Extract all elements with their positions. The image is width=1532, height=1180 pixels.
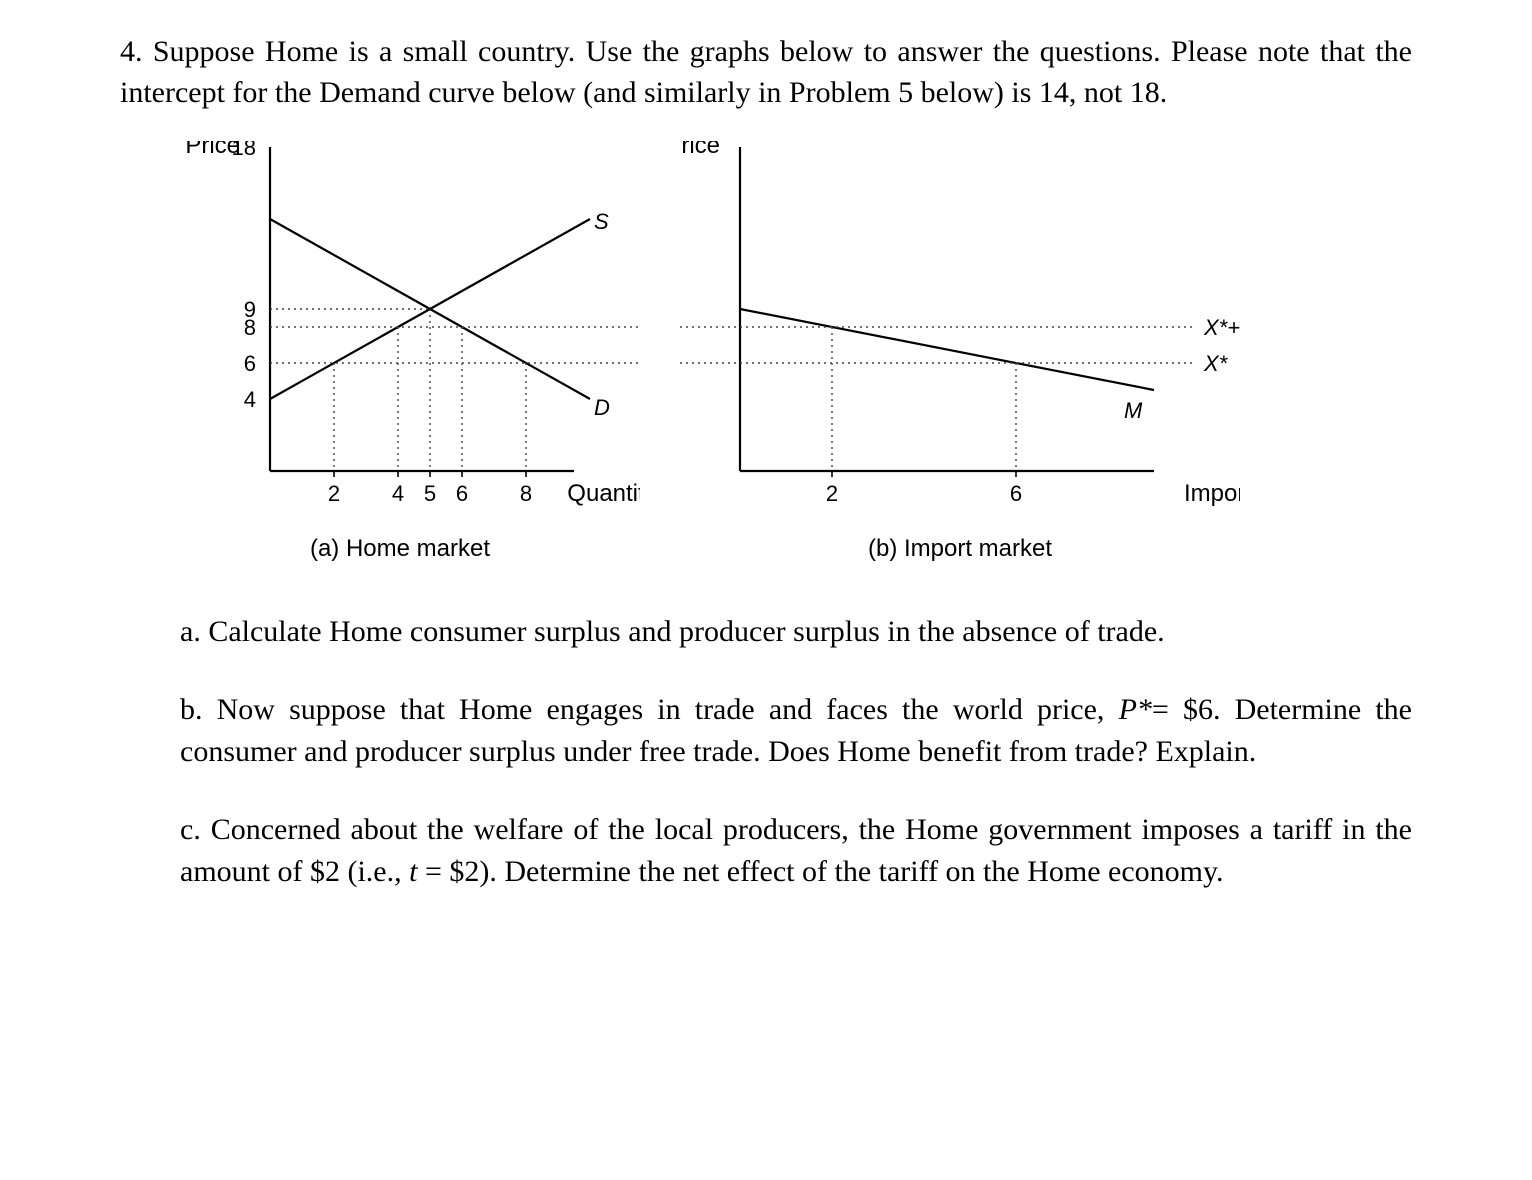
svg-text:M: M bbox=[1124, 398, 1143, 423]
svg-text:Import: Import bbox=[1184, 480, 1240, 507]
charts-row: Price18986424568QuantitySD (a) Home mark… bbox=[160, 141, 1412, 563]
import-market-svg: Price 2 6 Import M X*+ t X* bbox=[680, 141, 1240, 521]
svg-text:6: 6 bbox=[456, 481, 468, 506]
svg-text:X*+ t: X*+ t bbox=[1203, 315, 1240, 340]
svg-text:2: 2 bbox=[328, 481, 340, 506]
svg-text:2: 2 bbox=[826, 481, 838, 506]
svg-text:8: 8 bbox=[244, 315, 256, 340]
home-market-svg: Price18986424568QuantitySD bbox=[160, 141, 640, 521]
svg-text:S: S bbox=[594, 209, 609, 234]
svg-text:6: 6 bbox=[1010, 481, 1022, 506]
question-b: b. Now suppose that Home engages in trad… bbox=[180, 689, 1412, 773]
svg-text:Quantity: Quantity bbox=[567, 480, 640, 507]
svg-text:4: 4 bbox=[392, 481, 404, 506]
import-market-caption: (b) Import market bbox=[868, 535, 1052, 563]
svg-text:4: 4 bbox=[244, 387, 256, 412]
svg-text:5: 5 bbox=[424, 481, 436, 506]
home-market-caption: (a) Home market bbox=[310, 535, 490, 563]
problem-intro: 4. Suppose Home is a small country. Use … bbox=[120, 32, 1412, 113]
svg-text:D: D bbox=[594, 395, 610, 420]
home-market-chart: Price18986424568QuantitySD (a) Home mark… bbox=[160, 141, 640, 563]
svg-text:18: 18 bbox=[232, 141, 256, 160]
question-b-prefix: b. Now suppose that Home engages in trad… bbox=[180, 693, 1119, 726]
question-c-rest: = $2). Determine the net effect of the t… bbox=[417, 855, 1223, 888]
import-market-chart: Price 2 6 Import M X*+ t X* (b) Import market bbox=[680, 141, 1240, 563]
svg-text:8: 8 bbox=[520, 481, 532, 506]
question-b-pstar: P* bbox=[1119, 693, 1152, 726]
question-a: a. Calculate Home consumer surplus and p… bbox=[180, 611, 1412, 653]
page: 4. Suppose Home is a small country. Use … bbox=[0, 0, 1532, 1180]
svg-text:X*: X* bbox=[1203, 351, 1229, 376]
question-c: c. Concerned about the welfare of the lo… bbox=[180, 809, 1412, 893]
svg-text:Price: Price bbox=[680, 141, 720, 159]
svg-text:6: 6 bbox=[244, 351, 256, 376]
